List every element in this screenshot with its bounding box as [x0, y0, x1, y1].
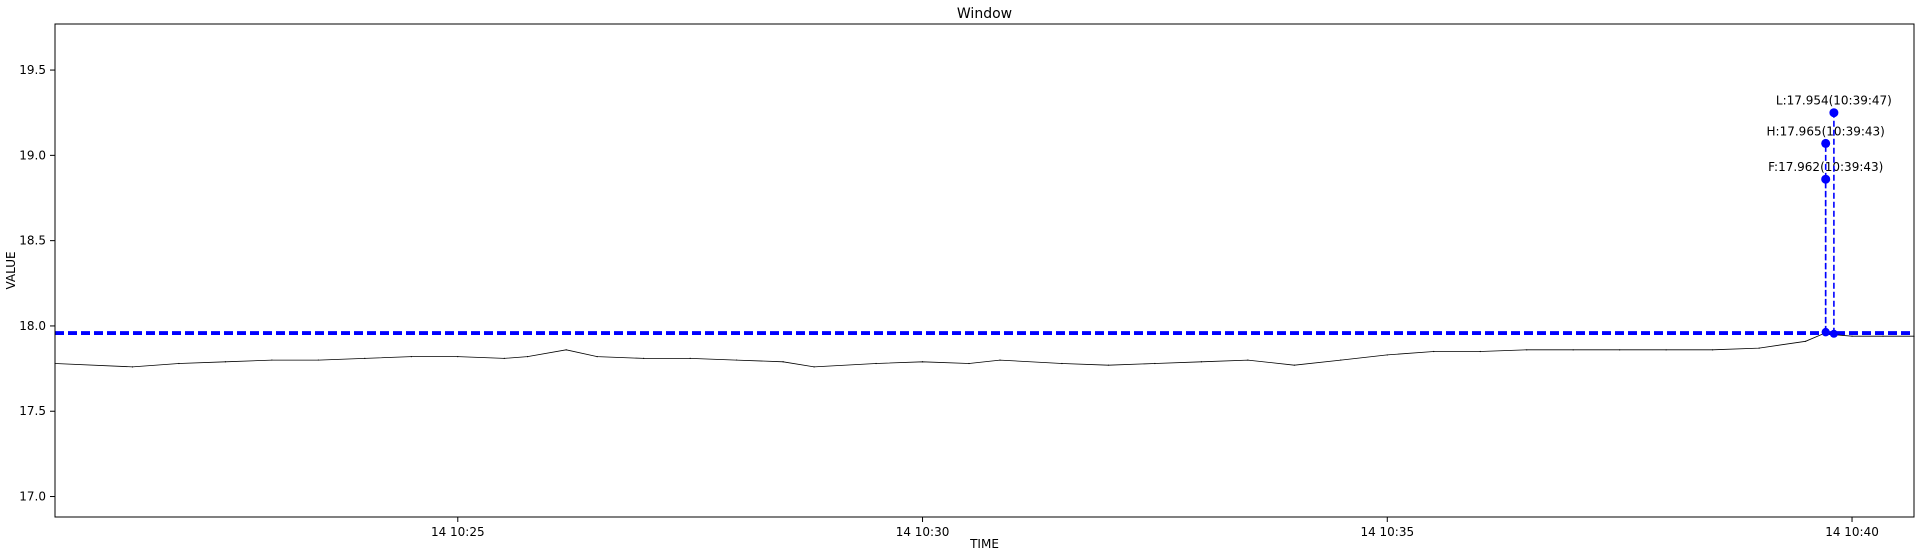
- series-point: [1804, 340, 1807, 342]
- x-axis-label: TIME: [969, 537, 999, 551]
- series-point: [782, 361, 784, 363]
- series-point: [131, 366, 134, 368]
- series-point: [503, 357, 505, 359]
- series-point: [1758, 347, 1760, 349]
- y-tick-label: 19.5: [19, 63, 46, 77]
- series-point: [1526, 349, 1528, 351]
- series-point: [875, 362, 877, 365]
- marker-label-1: H:17.965(10:39:43): [1767, 124, 1885, 138]
- series-point: [1061, 362, 1063, 365]
- series-point: [526, 356, 529, 358]
- series-point: [999, 359, 1001, 361]
- x-tick-label: 14 10:30: [896, 525, 950, 539]
- series-point: [364, 357, 366, 359]
- series-point: [1433, 350, 1435, 353]
- series-point: [410, 356, 412, 358]
- series-point: [1340, 359, 1342, 361]
- marker-point-0: [1821, 174, 1831, 184]
- series-point: [1665, 349, 1667, 351]
- y-tick-label: 17.0: [19, 490, 46, 504]
- series-point: [1619, 349, 1621, 351]
- series-point: [1154, 362, 1156, 365]
- series-point: [1712, 349, 1714, 351]
- series-point: [271, 359, 273, 361]
- series-point: [1851, 335, 1853, 337]
- y-axis-label: VALUE: [4, 251, 18, 289]
- series-point: [565, 349, 567, 351]
- series-line-0: [54, 332, 1914, 368]
- marker-label-2: L:17.954(10:39:47): [1776, 94, 1892, 108]
- series-point: [1479, 350, 1481, 353]
- x-tick-label: 14 10:25: [431, 525, 485, 539]
- y-tick-label: 19.0: [19, 148, 46, 162]
- marker-base-point-1: [1821, 327, 1830, 336]
- series-point: [1200, 361, 1202, 363]
- series-point: [1882, 335, 1884, 337]
- series-point: [643, 357, 645, 359]
- y-tick-label: 18.0: [19, 319, 46, 333]
- series-point: [813, 366, 815, 368]
- x-tick-label: 14 10:35: [1360, 525, 1414, 539]
- series-point: [1386, 354, 1388, 356]
- series-point: [178, 362, 180, 365]
- marker-base-point-2: [1829, 329, 1838, 338]
- series-point: [317, 359, 319, 361]
- x-tick-label: 14 10:40: [1825, 525, 1879, 539]
- series-point: [1107, 364, 1110, 366]
- series-point: [921, 361, 924, 363]
- series-point: [1293, 364, 1295, 366]
- marker-point-1: [1821, 138, 1831, 148]
- y-tick-label: 17.5: [19, 404, 46, 418]
- chart-title: Window: [957, 6, 1012, 22]
- axes-frame: [54, 23, 1915, 518]
- series-point: [736, 359, 738, 361]
- y-tick-label: 18.5: [19, 234, 46, 248]
- plot-area: 17.0 17.5 18.0 18.5 19.0 19.5 14 10:25 14 10:30…: [19, 23, 1915, 539]
- series-point: [1247, 359, 1249, 361]
- series-point: [596, 356, 598, 358]
- marker-point-2: [1829, 108, 1839, 118]
- series-point: [1572, 349, 1574, 351]
- series-point: [224, 361, 227, 363]
- series-point: [968, 362, 970, 365]
- series-point: [689, 357, 691, 359]
- series-point: [457, 356, 459, 358]
